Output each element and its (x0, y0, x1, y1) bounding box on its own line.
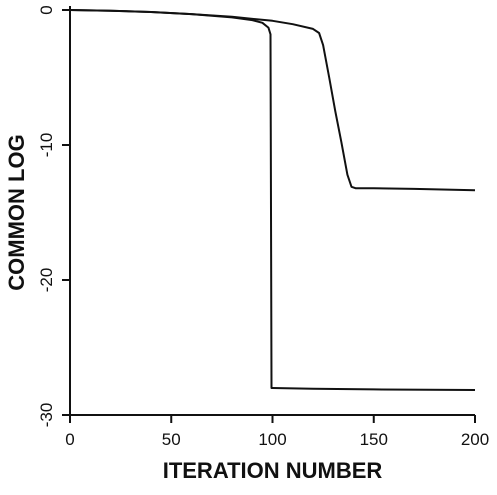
series-line-1 (69, 9, 476, 391)
y-tick-label: 0 (37, 5, 56, 14)
x-axis-title: ITERATION NUMBER (163, 458, 383, 483)
y-axis-ticks: 0 -10 -20 -30 (37, 5, 70, 427)
x-tick-label: 150 (360, 430, 388, 449)
x-axis-ticks: 0 50 100 150 200 (65, 415, 489, 449)
x-tick-label: 200 (461, 430, 489, 449)
y-tick-label: -30 (37, 403, 56, 428)
y-tick-label: -20 (37, 268, 56, 293)
x-tick-label: 0 (65, 430, 74, 449)
y-axis-title: COMMON LOG (4, 134, 29, 290)
series-layer (69, 9, 476, 391)
x-tick-label: 50 (162, 430, 181, 449)
x-tick-label: 100 (258, 430, 286, 449)
series-line-2 (69, 9, 476, 192)
y-tick-label: -10 (37, 133, 56, 158)
